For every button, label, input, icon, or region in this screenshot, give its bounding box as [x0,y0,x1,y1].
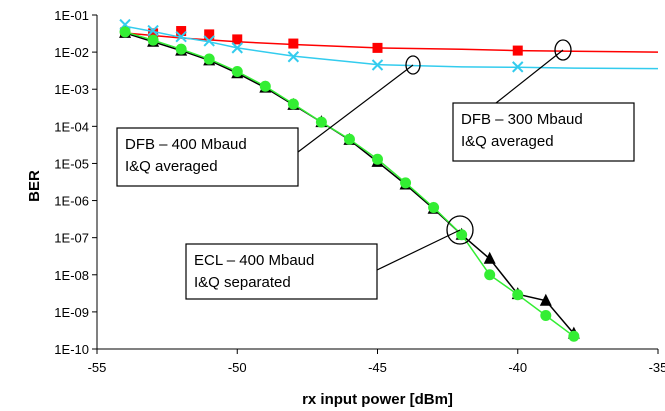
y-tick-label: 1E-07 [54,231,89,246]
data-point-ecl400-circle [259,80,271,92]
data-point-ecl400-circle [400,177,412,189]
x-tick-label: -40 [508,360,527,375]
data-point-dfb300 [232,34,243,45]
annotation-dfb400-label: DFB – 400 Mbaud I&Q averaged [116,55,421,187]
callout-ellipse [446,215,474,245]
data-point-dfb400 [287,51,300,63]
series-layer [119,18,658,342]
data-point-dfb400 [203,35,215,47]
callout-text: ECL – 400 Mbaud [194,252,314,269]
data-point-ecl400-circle [231,66,243,78]
data-point-dfb400 [512,61,524,73]
callout-ellipse [405,55,421,75]
callout-text: DFB – 300 Mbaud [461,111,583,128]
x-tick-label: -45 [368,360,387,375]
data-point-ecl400-circle [175,43,187,55]
y-tick-label: 1E-08 [54,268,89,283]
series-ecl400-circle [119,26,580,342]
callout-text: I&Q averaged [125,158,218,175]
x-axis-label: rx input power [dBm] [302,391,453,408]
data-point-ecl400-circle [119,26,131,38]
annotation-ecl-label: ECL – 400 Mbaud I&Q separated [185,215,474,300]
callout-text: DFB – 400 Mbaud [125,136,247,153]
y-axis-label: BER [26,170,43,202]
x-ticks: -55 -50 -45 -40 -35 [88,349,665,375]
y-ticks: 1E-01 1E-02 1E-03 1E-04 1E-05 1E-06 1E-07 1E-08… [54,8,97,357]
data-point-ecl400-circle [315,116,327,128]
y-tick-label: 1E-09 [54,305,89,320]
callout-text: I&Q averaged [461,133,554,150]
data-point-dfb300 [288,38,299,49]
callout-ellipse [554,39,572,61]
data-point-ecl400-circle [287,98,299,110]
data-point-ecl400-circle [343,133,355,145]
annotation-dfb300-label: DFB – 300 Mbaud I&Q averaged [452,39,635,162]
series-line-dfb400 [124,25,658,70]
data-point-dfb400 [175,31,187,43]
leader-line [297,64,414,153]
data-point-dfb400 [147,24,159,37]
data-point-ecl400-circle [456,229,468,241]
leader-line [376,229,461,271]
callout-box [185,243,378,300]
series-line-dfb300 [124,32,658,53]
y-tick-label: 1E-04 [54,119,89,134]
y-tick-label: 1E-01 [54,8,89,23]
data-point-ecl400-circle [484,269,496,281]
y-tick-label: 1E-10 [54,342,89,357]
data-point-ecl400-triangle [539,293,552,306]
y-tick-label: 1E-05 [54,156,89,171]
x-tick-label: -55 [88,360,107,375]
y-tick-label: 1E-03 [54,82,89,97]
data-point-ecl400-circle [540,309,552,321]
data-point-ecl400-circle [203,53,215,65]
series-dfb400 [119,18,658,73]
data-point-ecl400-circle [428,201,440,213]
x-tick-label: -35 [649,360,665,375]
x-tick-label: -50 [228,360,247,375]
data-point-dfb400 [231,42,243,54]
data-point-ecl400-circle [512,289,524,301]
leader-line [495,49,564,104]
data-point-dfb400 [371,59,384,71]
y-tick-label: 1E-06 [54,194,89,209]
callout-text: I&Q separated [194,274,291,291]
data-point-dfb300 [372,42,383,53]
data-point-ecl400-triangle [483,251,496,264]
data-point-ecl400-circle [372,153,383,165]
callout-box [452,102,635,162]
y-tick-label: 1E-02 [54,45,89,60]
data-point-dfb300 [204,29,215,40]
data-point-ecl400-circle [147,34,159,46]
data-point-ecl400-circle [568,330,580,342]
data-point-dfb300 [512,45,523,56]
data-point-dfb300 [176,26,187,37]
data-point-dfb300 [148,28,159,39]
callout-box [116,127,299,187]
